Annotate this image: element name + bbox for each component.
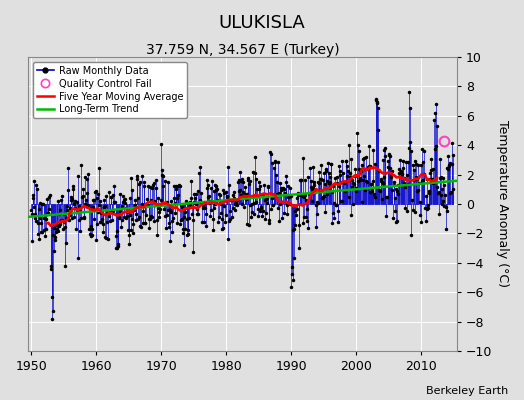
Title: 37.759 N, 34.567 E (Turkey): 37.759 N, 34.567 E (Turkey): [146, 43, 339, 57]
Text: Berkeley Earth: Berkeley Earth: [426, 386, 508, 396]
Legend: Raw Monthly Data, Quality Control Fail, Five Year Moving Average, Long-Term Tren: Raw Monthly Data, Quality Control Fail, …: [32, 62, 187, 118]
Y-axis label: Temperature Anomaly (°C): Temperature Anomaly (°C): [496, 120, 509, 288]
Text: ULUKISLA: ULUKISLA: [219, 14, 305, 32]
